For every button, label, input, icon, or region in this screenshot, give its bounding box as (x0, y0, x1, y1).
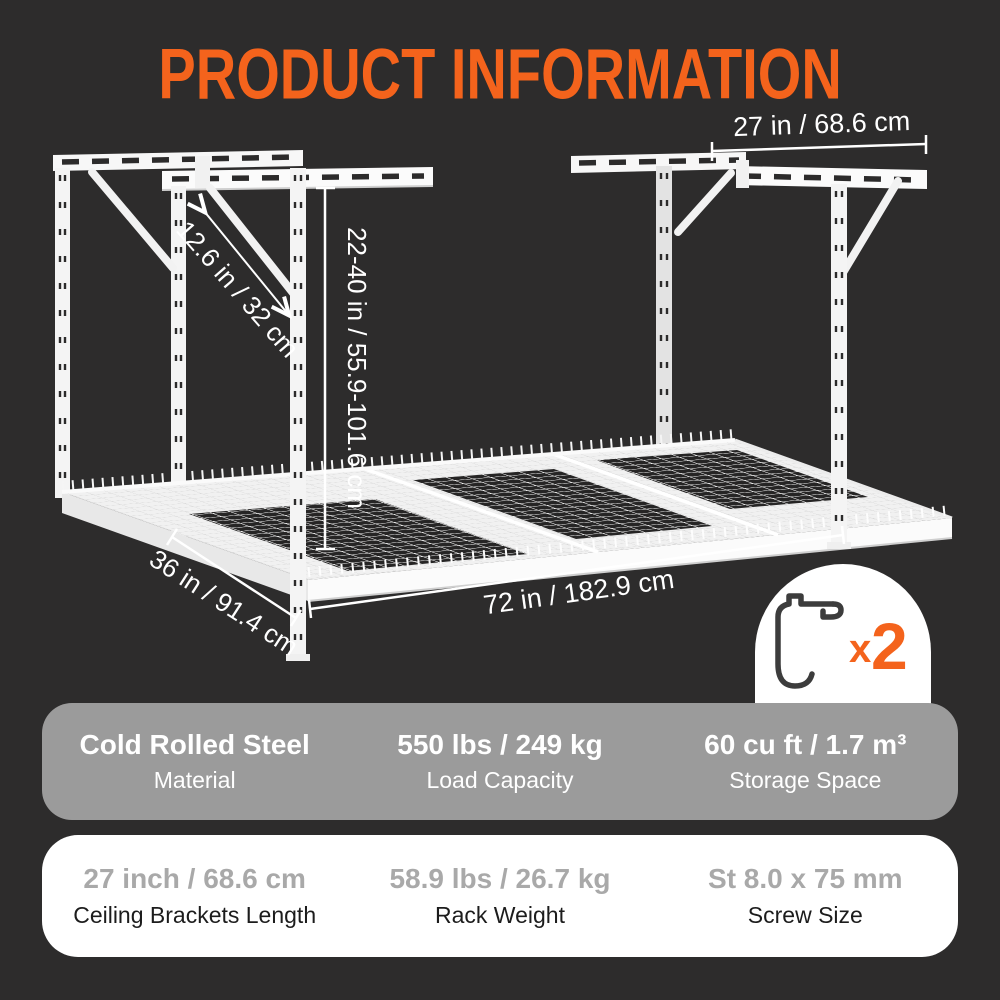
spec-bar-secondary: 27 inch / 68.6 cm Ceiling Brackets Lengt… (42, 835, 958, 957)
spec-label: Ceiling Brackets Length (73, 902, 317, 928)
spec-label: Load Capacity (426, 767, 574, 793)
mesh-patch-left (189, 499, 528, 571)
dim-bracket-length (710, 135, 928, 161)
dim-brace-length (204, 211, 288, 314)
spec-value: 27 inch / 68.6 cm (83, 863, 306, 894)
spec-bar-primary: Cold Rolled Steel Material 550 lbs / 249… (42, 703, 958, 820)
post-back-left (55, 168, 70, 498)
spec-value: Cold Rolled Steel (79, 729, 310, 760)
spec-value: 58.9 lbs / 26.7 kg (389, 863, 611, 894)
post-front-left (290, 168, 306, 660)
bracket-joint-right (736, 160, 749, 188)
dim-length (307, 525, 846, 619)
bracket-quantity-badge: x 2 (755, 564, 931, 715)
spec-storage-space: 60 cu ft / 1.7 m³ Storage Space (653, 729, 958, 794)
brace-right-1 (674, 169, 735, 236)
dimension-annotations (165, 135, 928, 627)
badge-qty-value: 2 (871, 609, 908, 683)
rack-posts-front (286, 168, 851, 661)
ceiling-bracket-front-right (736, 166, 927, 189)
spec-value: 550 lbs / 249 kg (397, 729, 603, 760)
dim-depth (165, 528, 303, 627)
spec-value: St 8.0 x 75 mm (708, 863, 903, 894)
brace-right-2 (837, 177, 902, 280)
badge-qty-prefix: x (849, 627, 871, 671)
post-front-right (831, 184, 847, 546)
page-title: PRODUCT INFORMATION (158, 34, 842, 114)
ceiling-bracket-back-right (571, 152, 746, 173)
spec-screw-size: St 8.0 x 75 mm Screw Size (653, 863, 958, 929)
deck-front-skirt (308, 518, 952, 601)
dim-hanger-height (316, 186, 335, 551)
post-back-right (656, 166, 672, 452)
spec-value: 60 cu ft / 1.7 m³ (704, 729, 907, 760)
ceiling-bracket-back-left (53, 150, 303, 171)
spec-load-capacity: 550 lbs / 249 kg Load Capacity (347, 729, 652, 794)
bracket-joint-left (195, 156, 210, 188)
spec-rack-weight: 58.9 lbs / 26.7 kg Rack Weight (347, 863, 652, 929)
spec-label: Screw Size (747, 902, 863, 928)
post-mid-left (171, 186, 186, 546)
dim-label-hanger-height: 22-40 in / 55.9-101.6 cm (342, 227, 372, 509)
deck-seam-2 (552, 452, 779, 537)
spec-label: Storage Space (729, 767, 882, 793)
mesh-deck (61, 429, 953, 602)
spec-material: Cold Rolled Steel Material (42, 729, 347, 794)
deck-seam-1 (364, 467, 599, 554)
brace-left-1 (88, 168, 177, 272)
dim-label-bracket-length: 27 in / 68.6 cm (733, 106, 911, 142)
spec-label: Rack Weight (435, 902, 565, 928)
ceiling-hook-icon (775, 593, 844, 689)
post-front-left-foot (286, 654, 310, 661)
spec-label: Material (153, 767, 236, 793)
post-front-right-foot (827, 542, 851, 549)
spec-bracket-length: 27 inch / 68.6 cm Ceiling Brackets Lengt… (42, 863, 347, 929)
page-header: PRODUCT INFORMATION (0, 34, 1000, 114)
mesh-patch-center (413, 469, 712, 539)
mesh-patch-right (596, 450, 868, 509)
rack-posts-rear (55, 166, 672, 546)
ceiling-brackets (53, 150, 927, 191)
